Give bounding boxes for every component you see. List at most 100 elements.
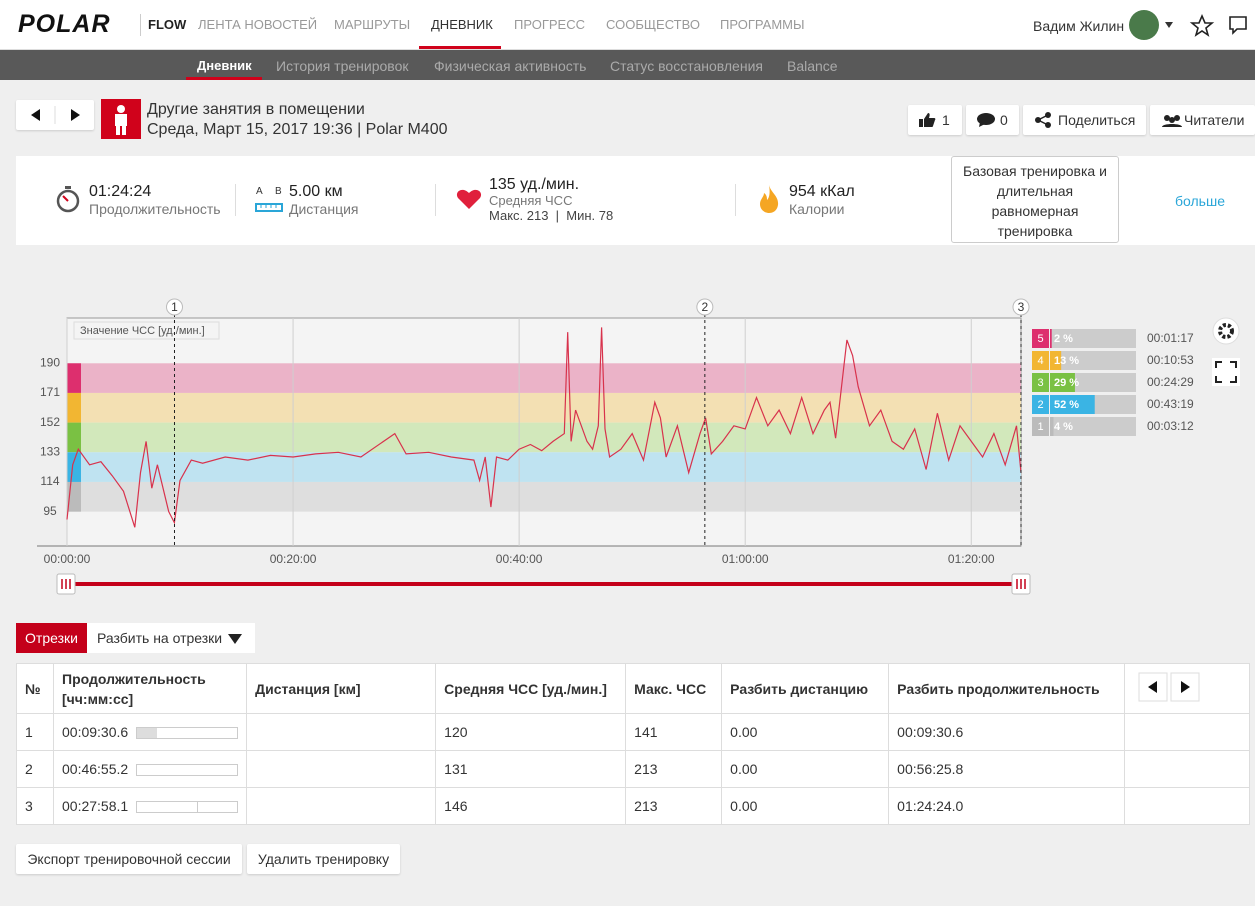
cell: 141 — [626, 714, 722, 751]
nav-item[interactable]: СООБЩЕСТВО — [606, 17, 700, 32]
comment-count: 0 — [1000, 112, 1008, 128]
laps-table: №Продолжительность [чч:мм:сс]Дистанция [… — [16, 663, 1250, 825]
calories-value: 954 кКал — [789, 183, 855, 201]
zone-bar — [1050, 329, 1052, 348]
nav-item[interactable]: ПРОГРЕСС — [514, 17, 585, 32]
nav-item[interactable]: МАРШРУТЫ — [334, 17, 410, 32]
distance-label: Дистанция — [289, 201, 359, 217]
header-icons — [1128, 8, 1255, 42]
cell: 120 — [436, 714, 626, 751]
col-header: Разбить дистанцию — [722, 664, 889, 714]
duration-label: Продолжительность — [89, 201, 221, 217]
nav-item[interactable]: ПРОГРАММЫ — [720, 17, 805, 32]
subnav-item[interactable]: Статус восстановления — [610, 58, 763, 74]
divider — [140, 14, 141, 36]
cell: 01:24:24.0 — [889, 788, 1125, 825]
delete-button[interactable]: Удалить тренировку — [247, 844, 400, 874]
cell: 00:46:55.2 — [54, 751, 247, 788]
x-tick-label: 01:00:00 — [722, 552, 769, 566]
zone-label: 5 — [1037, 333, 1043, 345]
distance-value: 5.00 км — [289, 183, 343, 201]
laps-tab[interactable]: Отрезки — [16, 623, 87, 653]
like-button[interactable]: 1 — [908, 105, 962, 135]
divider — [435, 184, 436, 216]
subnav-item[interactable]: История тренировок — [276, 58, 408, 74]
sport-icon — [101, 99, 141, 139]
cell-text: 00:46:55.2 — [62, 761, 128, 777]
zone-marker — [67, 393, 81, 423]
laps-table-wrap: №Продолжительность [чч:мм:сс]Дистанция [… — [16, 663, 1250, 824]
zone-label: 4 — [1037, 355, 1043, 367]
star-icon[interactable] — [1192, 16, 1212, 35]
col-nav — [1125, 664, 1250, 714]
cell: 00:56:25.8 — [889, 751, 1125, 788]
distance-b: B — [275, 186, 282, 197]
y-tick-label: 95 — [43, 504, 57, 518]
zone-time: 00:10:53 — [1147, 353, 1194, 367]
more-link[interactable]: больше — [1175, 193, 1225, 209]
cell: 00:27:58.1 — [54, 788, 247, 825]
lap-label: 1 — [171, 300, 178, 314]
zone-marker — [67, 423, 81, 453]
cell — [247, 714, 436, 751]
cell: 213 — [626, 788, 722, 825]
cell: 0.00 — [722, 751, 889, 788]
arrows — [16, 100, 94, 130]
settings-button[interactable] — [1213, 318, 1239, 344]
subnav-item[interactable]: Balance — [787, 58, 838, 74]
zone-percent: 13 % — [1054, 355, 1079, 367]
comment-button[interactable]: 0 — [966, 105, 1019, 135]
duration-value: 01:24:24 — [89, 183, 151, 201]
zone-time: 00:01:17 — [1147, 331, 1194, 345]
hr-chart: 52 %00:01:17413 %00:10:53329 %00:24:2925… — [0, 290, 1255, 610]
zone-band — [67, 482, 1021, 512]
dropdown-caret[interactable] — [1165, 22, 1173, 28]
share-button[interactable]: Поделиться — [1023, 105, 1146, 135]
subnav-item[interactable]: Дневник — [197, 58, 252, 73]
ruler-icon — [255, 201, 283, 213]
hr-value: 135 уд./мин. — [489, 176, 579, 194]
zone-time: 00:43:19 — [1147, 397, 1194, 411]
prev-next[interactable] — [16, 100, 94, 130]
cell — [1125, 788, 1250, 825]
zone-marker — [67, 363, 81, 393]
export-button[interactable]: Экспорт тренировочной сессии — [16, 844, 242, 874]
logo[interactable]: POLAR — [18, 10, 111, 39]
col-header: Дистанция [км] — [247, 664, 436, 714]
heart-icon — [456, 187, 482, 211]
x-tick-label: 00:40:00 — [496, 552, 543, 566]
nav-item[interactable]: ЛЕНТА НОВОСТЕЙ — [198, 17, 317, 32]
cell: 131 — [436, 751, 626, 788]
cell: 0.00 — [722, 788, 889, 825]
subnav-item[interactable]: Физическая активность — [434, 58, 586, 74]
user-name[interactable]: Вадим Жилин — [1033, 18, 1124, 34]
col-header: Разбить продолжительность — [889, 664, 1125, 714]
cell: 00:09:30.6 — [889, 714, 1125, 751]
zone-band — [67, 452, 1021, 482]
hr-label: Средняя ЧСС — [489, 193, 572, 208]
y-tick-label: 190 — [40, 355, 60, 369]
readers-button[interactable]: Читатели — [1150, 105, 1255, 135]
cell-text: 00:27:58.1 — [62, 798, 128, 814]
x-tick-label: 00:20:00 — [270, 552, 317, 566]
divider — [735, 184, 736, 216]
y-tick-label: 133 — [40, 444, 60, 458]
avatar[interactable] — [1129, 10, 1159, 40]
like-count: 1 — [942, 112, 950, 128]
nav-item[interactable]: ДНЕВНИК — [431, 17, 493, 32]
hr-range: Макс. 213 | Мин. 78 — [489, 208, 613, 223]
cell — [1125, 751, 1250, 788]
chat-icon[interactable] — [1230, 17, 1246, 33]
cell: 0.00 — [722, 714, 889, 751]
training-benefit[interactable]: Базовая тренировка и длительная равномер… — [951, 156, 1119, 243]
cell: 00:09:30.6 — [54, 714, 247, 751]
cell-text: 00:09:30.6 — [62, 724, 128, 740]
divider — [235, 184, 236, 216]
active-underline — [186, 77, 262, 80]
zone-marker — [67, 452, 81, 482]
calories-label: Калории — [789, 201, 844, 217]
cell — [247, 788, 436, 825]
y-tick-label: 152 — [40, 415, 60, 429]
y-axis-label: Значение ЧСС [уд./мин.] — [80, 325, 205, 337]
split-dropdown[interactable]: Разбить на отрезки — [87, 623, 255, 653]
